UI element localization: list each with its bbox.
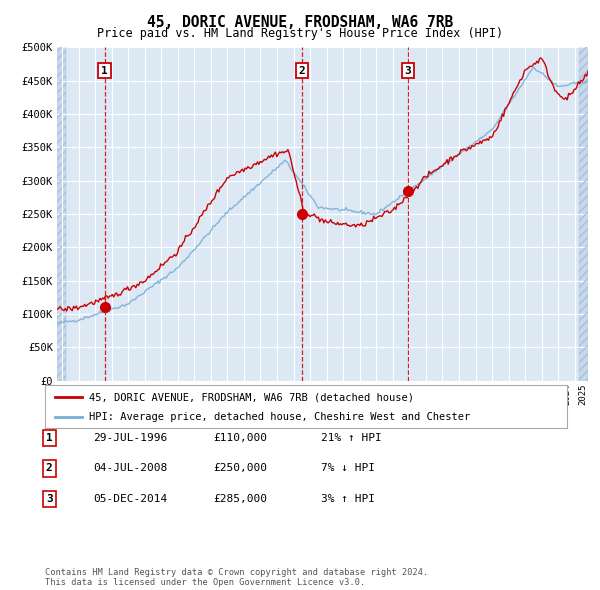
Text: 45, DORIC AVENUE, FRODSHAM, WA6 7RB: 45, DORIC AVENUE, FRODSHAM, WA6 7RB bbox=[147, 15, 453, 30]
Bar bbox=[57, 47, 66, 381]
Text: 3: 3 bbox=[404, 65, 412, 76]
Bar bbox=[579, 47, 588, 381]
Bar bbox=[57, 47, 66, 381]
Text: HPI: Average price, detached house, Cheshire West and Chester: HPI: Average price, detached house, Ches… bbox=[89, 412, 470, 422]
Text: 05-DEC-2014: 05-DEC-2014 bbox=[93, 494, 167, 504]
Text: 7% ↓ HPI: 7% ↓ HPI bbox=[321, 464, 375, 473]
Text: 1: 1 bbox=[101, 65, 108, 76]
Text: £250,000: £250,000 bbox=[213, 464, 267, 473]
Bar bbox=[579, 47, 588, 381]
Text: £110,000: £110,000 bbox=[213, 433, 267, 442]
Text: £285,000: £285,000 bbox=[213, 494, 267, 504]
Text: Price paid vs. HM Land Registry's House Price Index (HPI): Price paid vs. HM Land Registry's House … bbox=[97, 27, 503, 40]
Text: 2: 2 bbox=[299, 65, 305, 76]
Text: 2: 2 bbox=[46, 464, 53, 473]
Text: 1: 1 bbox=[46, 433, 53, 442]
Text: 29-JUL-1996: 29-JUL-1996 bbox=[93, 433, 167, 442]
Text: Contains HM Land Registry data © Crown copyright and database right 2024.
This d: Contains HM Land Registry data © Crown c… bbox=[45, 568, 428, 587]
Text: 45, DORIC AVENUE, FRODSHAM, WA6 7RB (detached house): 45, DORIC AVENUE, FRODSHAM, WA6 7RB (det… bbox=[89, 392, 415, 402]
Text: 04-JUL-2008: 04-JUL-2008 bbox=[93, 464, 167, 473]
Text: 3: 3 bbox=[46, 494, 53, 504]
Text: 3% ↑ HPI: 3% ↑ HPI bbox=[321, 494, 375, 504]
Text: 21% ↑ HPI: 21% ↑ HPI bbox=[321, 433, 382, 442]
